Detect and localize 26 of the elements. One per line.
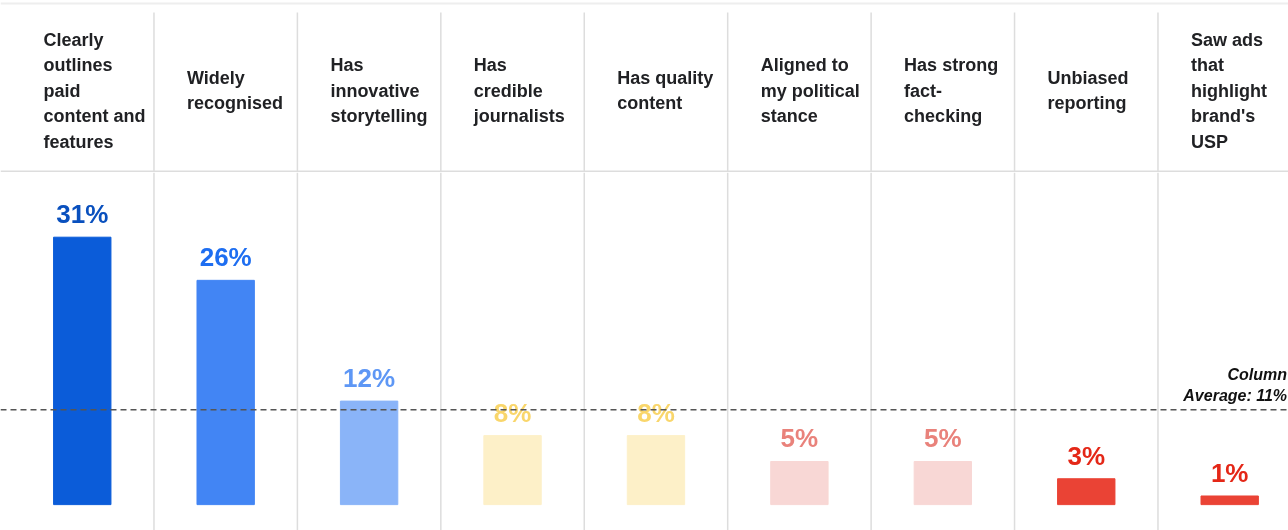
bar <box>913 460 973 506</box>
data-label: 5% <box>780 423 819 454</box>
x-tick-label: Has credible journalists <box>472 55 565 126</box>
bar <box>339 400 399 506</box>
bar <box>196 279 255 506</box>
x-tick-label: Clearly outlines paid content and features <box>43 29 146 152</box>
bar <box>770 460 829 506</box>
x-tick-label: Has innovative storytelling <box>330 55 428 126</box>
bar <box>483 435 542 506</box>
x-tick-label: Saw ads that highlight brand's USP <box>1190 29 1267 152</box>
bar <box>53 236 112 506</box>
x-tick-label: Has strong fact-checking <box>904 55 999 126</box>
data-label: 31% <box>56 199 109 230</box>
data-label: 5% <box>924 423 962 454</box>
x-tick-label: Aligned to my political stance <box>760 55 860 126</box>
data-label: 26% <box>199 242 252 273</box>
bar <box>1200 495 1259 506</box>
x-tick-label: Widely recognised <box>186 67 283 114</box>
x-tick-label: Has quality content <box>617 67 714 114</box>
data-label: 3% <box>1067 440 1106 471</box>
ref-line-label: Column Average: 11% <box>1182 366 1288 404</box>
x-tick-label: Unbiased reporting <box>1047 67 1129 114</box>
bar <box>626 435 686 506</box>
bar <box>1057 478 1116 506</box>
data-label: 1% <box>1210 457 1249 488</box>
data-label: 12% <box>343 363 396 394</box>
